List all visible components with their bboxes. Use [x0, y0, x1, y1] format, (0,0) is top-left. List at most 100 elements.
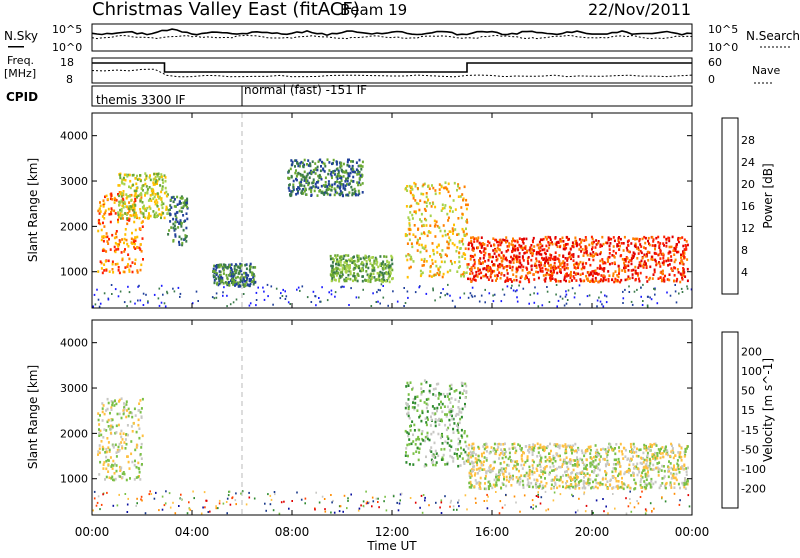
- echo-cell: [244, 285, 246, 288]
- echo-cell: [599, 253, 601, 256]
- echo-cell: [599, 245, 601, 248]
- echo-cell: [570, 271, 572, 274]
- echo-cell: [645, 449, 647, 452]
- echo-cell: [282, 289, 284, 291]
- echo-cell: [308, 182, 310, 185]
- echo-cell: [641, 462, 643, 465]
- echo-cell: [161, 285, 163, 287]
- echo-cell: [139, 208, 141, 211]
- echo-cell: [669, 263, 671, 266]
- echo-cell: [673, 457, 675, 460]
- echo-cell: [500, 462, 502, 465]
- echo-cell: [119, 272, 121, 275]
- echo-cell: [484, 448, 486, 451]
- echo-cell: [388, 264, 390, 267]
- echo-cell: [585, 247, 587, 250]
- echo-cell: [110, 432, 112, 435]
- echo-cell: [212, 296, 214, 298]
- echo-cell: [503, 468, 505, 471]
- echo-cell: [353, 256, 355, 259]
- echo-cell: [611, 279, 613, 282]
- echo-cell: [562, 463, 564, 466]
- echo-cell: [386, 265, 388, 268]
- echo-cell: [455, 208, 457, 211]
- colorbar-tick-label: 20: [741, 178, 755, 191]
- echo-cell: [331, 270, 333, 273]
- echo-cell: [658, 471, 660, 474]
- echo-cell: [103, 269, 105, 272]
- echo-cell: [134, 216, 136, 219]
- colorbar-tick-label: -100: [741, 463, 766, 476]
- echo-cell: [350, 186, 352, 189]
- echo-cell: [319, 174, 321, 177]
- echo-cell: [106, 437, 108, 440]
- echo-cell: [627, 257, 629, 260]
- echo-cell: [627, 265, 629, 268]
- echo-cell: [443, 454, 445, 457]
- echo-cell: [627, 278, 629, 281]
- echo-cell: [291, 500, 293, 502]
- echo-cell: [662, 452, 664, 455]
- echo-cell: [376, 498, 378, 500]
- echo-cell: [628, 250, 630, 253]
- echo-cell: [180, 494, 182, 496]
- echo-cell: [566, 466, 568, 469]
- echo-cell: [512, 443, 514, 446]
- echo-cell: [315, 492, 317, 494]
- echo-cell: [409, 417, 411, 420]
- echo-cell: [118, 494, 120, 496]
- echo-cell: [340, 264, 342, 267]
- echo-cell: [504, 443, 506, 446]
- echo-cell: [228, 494, 230, 496]
- echo-cell: [438, 274, 440, 277]
- echo-cell: [481, 295, 483, 297]
- echo-cell: [149, 174, 151, 177]
- echo-cell: [489, 292, 491, 294]
- echo-cell: [313, 291, 315, 293]
- echo-cell: [435, 418, 437, 421]
- echo-cell: [360, 174, 362, 177]
- echo-cell: [508, 473, 510, 476]
- echo-cell: [149, 490, 151, 492]
- echo-cell: [415, 502, 417, 504]
- echo-cell: [538, 277, 540, 280]
- echo-cell: [365, 491, 367, 493]
- echo-cell: [411, 388, 413, 391]
- echo-cell: [659, 265, 661, 268]
- colorbar-tick-label: -200: [741, 482, 766, 495]
- echo-cell: [208, 511, 210, 513]
- echo-cell: [680, 254, 682, 257]
- echo-cell: [123, 250, 125, 253]
- echo-cell: [586, 278, 588, 281]
- echo-cell: [637, 266, 639, 269]
- echo-cell: [497, 244, 499, 247]
- echo-cell: [581, 449, 583, 452]
- echo-cell: [620, 279, 622, 282]
- echo-cell: [609, 245, 611, 248]
- echo-cell: [142, 184, 144, 187]
- echo-cell: [340, 190, 342, 193]
- echo-cell: [652, 240, 654, 243]
- echo-cell: [347, 180, 349, 183]
- echo-cell: [377, 272, 379, 275]
- echo-cell: [643, 444, 645, 447]
- echo-cell: [120, 436, 122, 439]
- echo-cell: [288, 187, 290, 190]
- echo-cell: [580, 261, 582, 264]
- echo-cell: [144, 209, 146, 212]
- echo-cell: [622, 457, 624, 460]
- echo-cell: [341, 286, 343, 288]
- echo-cell: [352, 280, 354, 283]
- echo-cell: [545, 277, 547, 280]
- echo-cell: [598, 463, 600, 466]
- echo-cell: [615, 270, 617, 273]
- echo-cell: [110, 193, 112, 196]
- echo-cell: [647, 296, 649, 298]
- echo-cell: [302, 165, 304, 168]
- echo-cell: [122, 438, 124, 441]
- echo-cell: [519, 281, 521, 284]
- echo-cell: [134, 236, 136, 239]
- echo-cell: [469, 472, 471, 475]
- echo-cell: [130, 265, 132, 268]
- echo-cell: [117, 413, 119, 416]
